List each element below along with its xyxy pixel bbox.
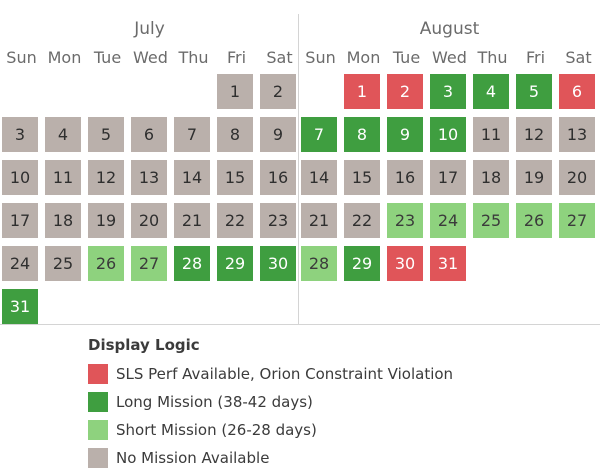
day-cell-july-3: 3 xyxy=(2,117,38,152)
day-cell-july-9: 9 xyxy=(260,117,296,152)
month-title-august: August xyxy=(419,19,480,39)
day-cell-august-26: 26 xyxy=(516,203,552,238)
month-divider xyxy=(298,14,299,325)
day-cell-august-24: 24 xyxy=(430,203,466,238)
day-cell-july-19: 19 xyxy=(88,203,124,238)
day-cell-july-15: 15 xyxy=(217,160,253,195)
day-cell-july-28: 28 xyxy=(174,246,210,281)
day-cell-august-27: 27 xyxy=(559,203,595,238)
day-cell-august-28: 28 xyxy=(301,246,337,281)
weekday-header-tue: Tue xyxy=(93,48,122,67)
legend-items: SLS Perf Available, Orion Constraint Vio… xyxy=(88,360,453,472)
day-cell-august-8: 8 xyxy=(344,117,380,152)
day-cell-july-20: 20 xyxy=(131,203,167,238)
weekday-header-sun: Sun xyxy=(6,48,37,67)
day-cell-july-8: 8 xyxy=(217,117,253,152)
day-cell-july-21: 21 xyxy=(174,203,210,238)
legend-swatch-none xyxy=(88,448,108,468)
day-cell-august-2: 2 xyxy=(387,74,423,109)
day-cell-july-30: 30 xyxy=(260,246,296,281)
legend-item-long: Long Mission (38-42 days) xyxy=(88,388,453,416)
day-cell-august-17: 17 xyxy=(430,160,466,195)
day-cell-july-1: 1 xyxy=(217,74,253,109)
day-cell-august-9: 9 xyxy=(387,117,423,152)
day-cell-august-30: 30 xyxy=(387,246,423,281)
day-cell-july-6: 6 xyxy=(131,117,167,152)
day-cell-august-16: 16 xyxy=(387,160,423,195)
weekday-header-mon: Mon xyxy=(47,48,82,67)
day-cell-august-1: 1 xyxy=(344,74,380,109)
day-cell-august-31: 31 xyxy=(430,246,466,281)
day-cell-august-29: 29 xyxy=(344,246,380,281)
day-cell-july-27: 27 xyxy=(131,246,167,281)
day-cell-august-7: 7 xyxy=(301,117,337,152)
legend-swatch-violation xyxy=(88,364,108,384)
legend-label-violation: SLS Perf Available, Orion Constraint Vio… xyxy=(116,365,454,383)
day-cell-august-5: 5 xyxy=(516,74,552,109)
weekday-header-fri: Fri xyxy=(226,48,247,67)
day-cell-july-10: 10 xyxy=(2,160,38,195)
day-cell-july-7: 7 xyxy=(174,117,210,152)
day-cell-august-19: 19 xyxy=(516,160,552,195)
legend-label-none: No Mission Available xyxy=(116,449,270,467)
day-cell-july-4: 4 xyxy=(45,117,81,152)
day-cell-july-22: 22 xyxy=(217,203,253,238)
day-cell-july-18: 18 xyxy=(45,203,81,238)
day-cell-august-14: 14 xyxy=(301,160,337,195)
day-cell-july-25: 25 xyxy=(45,246,81,281)
day-cell-august-15: 15 xyxy=(344,160,380,195)
weekday-header-sat: Sat xyxy=(266,48,293,67)
day-cell-july-2: 2 xyxy=(260,74,296,109)
legend-swatch-short xyxy=(88,420,108,440)
calendar-bottom-rule xyxy=(0,324,600,325)
weekday-header-wed: Wed xyxy=(133,48,168,67)
legend-item-violation: SLS Perf Available, Orion Constraint Vio… xyxy=(88,360,453,388)
legend-title: Display Logic xyxy=(88,336,200,354)
weekday-header-wed: Wed xyxy=(432,48,467,67)
day-cell-august-10: 10 xyxy=(430,117,466,152)
month-title-july: July xyxy=(134,19,165,39)
day-cell-july-12: 12 xyxy=(88,160,124,195)
day-cell-july-17: 17 xyxy=(2,203,38,238)
weekday-header-sat: Sat xyxy=(565,48,592,67)
weekday-header-tue: Tue xyxy=(392,48,421,67)
day-cell-july-5: 5 xyxy=(88,117,124,152)
day-cell-august-13: 13 xyxy=(559,117,595,152)
weekday-header-sun: Sun xyxy=(305,48,336,67)
weekday-header-thu: Thu xyxy=(178,48,209,67)
day-cell-august-12: 12 xyxy=(516,117,552,152)
day-cell-july-24: 24 xyxy=(2,246,38,281)
day-cell-august-18: 18 xyxy=(473,160,509,195)
day-cell-july-13: 13 xyxy=(131,160,167,195)
day-cell-august-21: 21 xyxy=(301,203,337,238)
legend-label-short: Short Mission (26-28 days) xyxy=(116,421,317,439)
day-cell-august-20: 20 xyxy=(559,160,595,195)
legend-item-none: No Mission Available xyxy=(88,444,453,472)
weekday-header-thu: Thu xyxy=(477,48,508,67)
legend-item-short: Short Mission (26-28 days) xyxy=(88,416,453,444)
legend-swatch-long xyxy=(88,392,108,412)
day-cell-july-11: 11 xyxy=(45,160,81,195)
legend: Display Logic SLS Perf Available, Orion … xyxy=(88,336,453,472)
day-cell-august-11: 11 xyxy=(473,117,509,152)
day-cell-july-14: 14 xyxy=(174,160,210,195)
weekday-header-mon: Mon xyxy=(346,48,381,67)
day-cell-august-3: 3 xyxy=(430,74,466,109)
day-cell-august-22: 22 xyxy=(344,203,380,238)
day-cell-july-23: 23 xyxy=(260,203,296,238)
legend-label-long: Long Mission (38-42 days) xyxy=(116,393,313,411)
day-cell-july-31: 31 xyxy=(2,289,38,324)
day-cell-july-26: 26 xyxy=(88,246,124,281)
day-cell-july-29: 29 xyxy=(217,246,253,281)
day-cell-july-16: 16 xyxy=(260,160,296,195)
weekday-header-fri: Fri xyxy=(525,48,546,67)
day-cell-august-23: 23 xyxy=(387,203,423,238)
day-cell-august-6: 6 xyxy=(559,74,595,109)
day-cell-august-4: 4 xyxy=(473,74,509,109)
day-cell-august-25: 25 xyxy=(473,203,509,238)
